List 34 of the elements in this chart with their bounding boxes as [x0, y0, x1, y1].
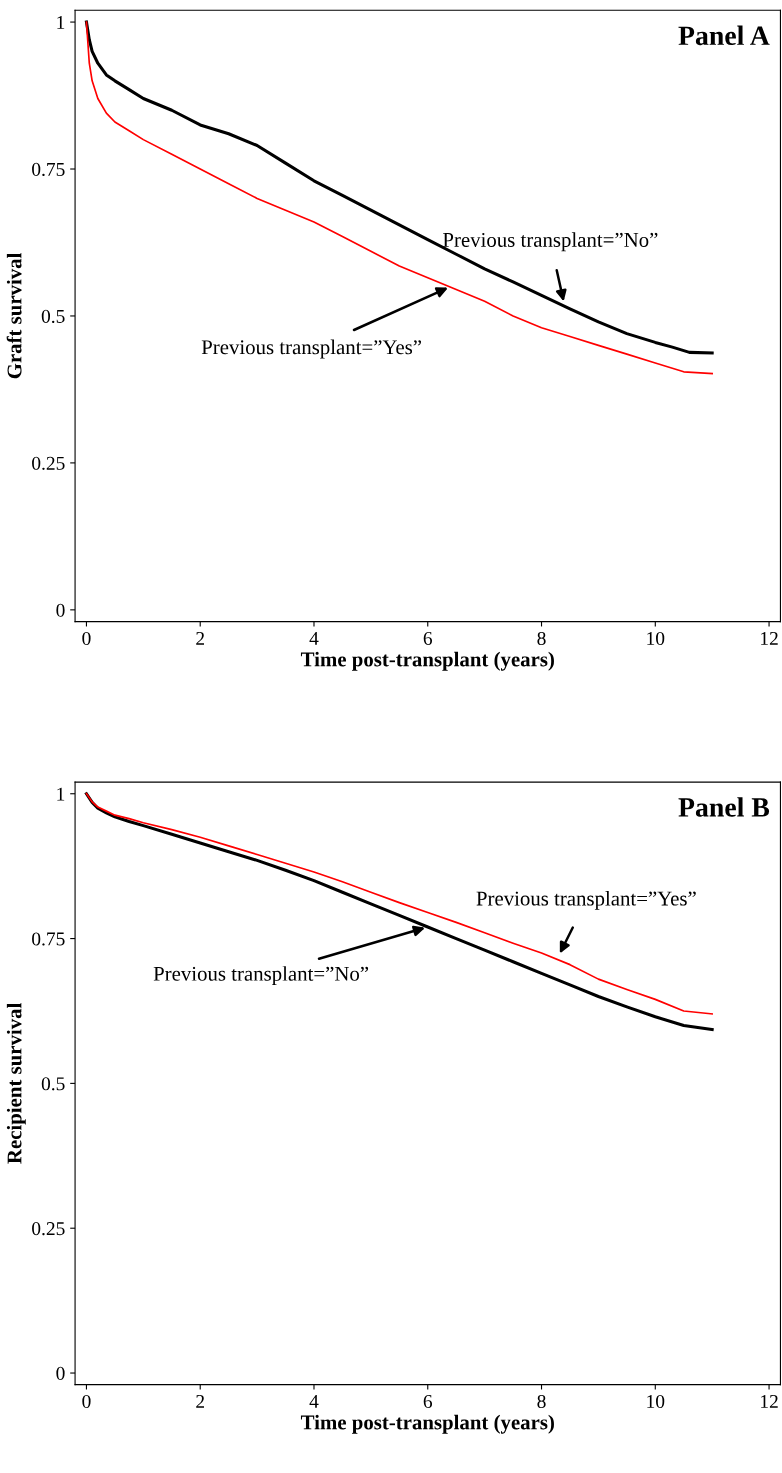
x-tick-label: 12 — [761, 1394, 778, 1408]
chart-title: Panel A — [678, 25, 770, 46]
y-tick-label: 0.5 — [41, 309, 65, 323]
x-tick-label: 2 — [196, 631, 205, 645]
x-tick-label: 0 — [82, 1394, 91, 1409]
y-axis-title: Recipient survival — [6, 1003, 26, 1164]
x-axis-title: Time post-transplant (years) — [300, 651, 554, 671]
x-tick-label: 10 — [647, 1394, 665, 1409]
y-tick-label: 0.5 — [41, 1077, 65, 1091]
y-axis-title: Graft survival — [6, 252, 22, 379]
x-tick-label: 6 — [423, 1394, 433, 1409]
annotation: Previous transplant=”Yes” — [476, 890, 696, 910]
x-tick-label: 4 — [309, 1395, 319, 1408]
y-tick-label: 0 — [56, 603, 65, 617]
x-tick-label: 8 — [537, 631, 546, 646]
y-tick-label: 1 — [57, 15, 65, 29]
x-tick-label: 4 — [309, 632, 319, 645]
x-tick-label: 12 — [761, 631, 778, 645]
y-tick-label: 1 — [57, 787, 65, 801]
annotation: Previous transplant=”No” — [153, 966, 369, 986]
annotation: Previous transplant=”Yes” — [201, 339, 422, 359]
annotation: Previous transplant=”No” — [442, 232, 658, 252]
x-tick-label: 0 — [82, 631, 91, 646]
x-tick-label: 10 — [647, 631, 665, 646]
y-tick-label: 0.75 — [32, 932, 65, 946]
x-tick-label: 2 — [196, 1394, 205, 1408]
y-tick-label: 0 — [56, 1366, 65, 1380]
x-tick-label: 6 — [423, 631, 433, 646]
y-tick-label: 0.25 — [32, 1222, 65, 1236]
y-tick-label: 0.25 — [32, 456, 65, 470]
chart-title: Panel B — [678, 797, 770, 817]
y-tick-label: 0.75 — [32, 162, 65, 177]
x-axis-title: Time post-transplant (years) — [300, 1414, 554, 1434]
x-tick-label: 8 — [537, 1394, 546, 1409]
